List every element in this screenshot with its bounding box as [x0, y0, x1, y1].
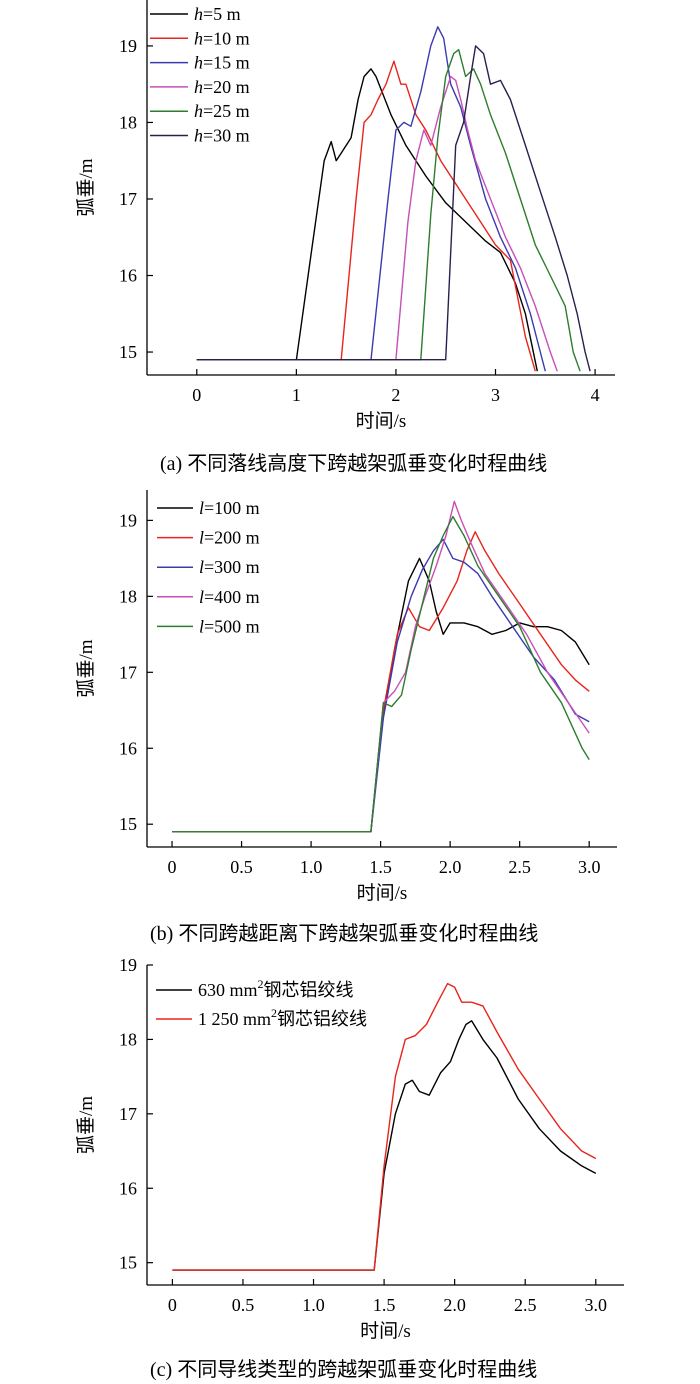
y-tick-label: 18 — [119, 586, 137, 606]
y-tick-label: 17 — [119, 1104, 137, 1124]
x-tick-label: 0.5 — [230, 857, 253, 877]
x-tick-label: 0 — [192, 385, 201, 405]
y-axis-label: 弧垂/m — [75, 639, 97, 697]
x-tick-label: 2.5 — [508, 857, 531, 877]
legend-label: l=400 m — [199, 587, 260, 607]
y-tick-label: 17 — [119, 189, 137, 209]
x-tick-label: 2.0 — [439, 857, 462, 877]
series-line-4 — [196, 75, 558, 372]
x-tick-label: 1.0 — [302, 1295, 325, 1315]
series-line-3 — [172, 538, 590, 833]
x-tick-label: 2.0 — [443, 1295, 466, 1315]
x-tick-label: 0 — [168, 857, 177, 877]
y-tick-label: 15 — [119, 1253, 137, 1273]
x-tick-label: 3 — [491, 385, 500, 405]
x-tick-label: 2.5 — [514, 1295, 537, 1315]
x-tick-label: 2 — [391, 385, 400, 405]
x-tick-label: 4 — [591, 385, 600, 405]
legend-label: 630 mm2钢芯铝绞线 — [198, 977, 354, 1000]
legend-label: l=200 m — [199, 528, 260, 548]
legend: l=100 m l=200 m l=300 m l=400 m l=500 m — [157, 498, 260, 636]
y-tick-label: 16 — [119, 738, 137, 758]
chart-panel-a: 0 1 2 3 4 15 16 17 18 19 时间/s 弧垂/m h=5 m h=10 m h=15 m… — [75, 0, 615, 475]
series-line-6 — [196, 45, 591, 372]
legend: h=5 m h=10 m h=15 m h=20 m h=25 m h=30 m — [150, 4, 250, 146]
series-line-1 — [172, 1020, 597, 1271]
legend-label: 1 250 mm2钢芯铝绞线 — [198, 1006, 367, 1029]
x-axis-label: 时间/s — [360, 1320, 411, 1342]
y-axis-label: 弧垂/m — [75, 1096, 97, 1154]
x-tick-label: 1.5 — [373, 1295, 396, 1315]
series-line-5 — [196, 49, 581, 372]
legend-label: h=25 m — [194, 101, 250, 121]
legend-label: h=5 m — [194, 4, 241, 24]
legend: 630 mm2钢芯铝绞线 1 250 mm2钢芯铝绞线 — [156, 977, 367, 1029]
y-tick-label: 16 — [119, 1178, 137, 1198]
chart-caption: (c) 不同导线类型的跨越架弧垂变化时程曲线 — [150, 1358, 537, 1381]
series-line-2 — [196, 60, 536, 372]
y-tick-label: 19 — [119, 510, 137, 530]
x-tick-label: 1.5 — [369, 857, 392, 877]
chart-panel-b: 0 0.5 1.0 1.5 2.0 2.5 3.0 15 16 17 18 19 时间/s 弧垂/m l=1… — [75, 490, 617, 945]
y-tick-label: 18 — [119, 112, 137, 132]
y-tick-label: 15 — [119, 814, 137, 834]
legend-label: h=30 m — [194, 126, 250, 146]
x-tick-label: 3.0 — [585, 1295, 608, 1315]
y-tick-label: 19 — [119, 36, 137, 56]
legend-label: h=20 m — [194, 77, 250, 97]
series-line-5 — [172, 515, 590, 833]
x-tick-label: 3.0 — [578, 857, 601, 877]
series-line-3 — [196, 26, 546, 372]
x-tick-label: 1 — [292, 385, 301, 405]
chart-caption: (b) 不同跨越距离下跨越架弧垂变化时程曲线 — [150, 922, 538, 945]
y-tick-label: 19 — [119, 955, 137, 975]
x-tick-label: 0 — [168, 1295, 177, 1315]
x-axis-label: 时间/s — [356, 410, 407, 432]
legend-label: l=500 m — [199, 616, 260, 636]
series-line-2 — [172, 531, 590, 833]
x-tick-label: 0.5 — [232, 1295, 255, 1315]
y-tick-label: 17 — [119, 662, 137, 682]
y-tick-label: 16 — [119, 266, 137, 286]
x-axis-label: 时间/s — [357, 882, 408, 904]
y-axis-label: 弧垂/m — [75, 158, 97, 216]
legend-label: h=15 m — [194, 53, 250, 73]
legend-label: l=300 m — [199, 557, 260, 577]
legend-label: l=100 m — [199, 498, 260, 518]
legend-label: h=10 m — [194, 28, 250, 48]
series-line-1 — [196, 68, 538, 372]
chart-caption: (a) 不同落线高度下跨越架弧垂变化时程曲线 — [160, 452, 547, 475]
y-tick-label: 15 — [119, 342, 137, 362]
series-line-2 — [172, 982, 597, 1271]
y-tick-label: 18 — [119, 1029, 137, 1049]
chart-panel-c: 0 0.5 1.0 1.5 2.0 2.5 3.0 15 16 17 18 19 时间/s 弧垂/m 630… — [75, 955, 624, 1381]
x-tick-label: 1.0 — [300, 857, 323, 877]
series-line-4 — [172, 500, 590, 833]
